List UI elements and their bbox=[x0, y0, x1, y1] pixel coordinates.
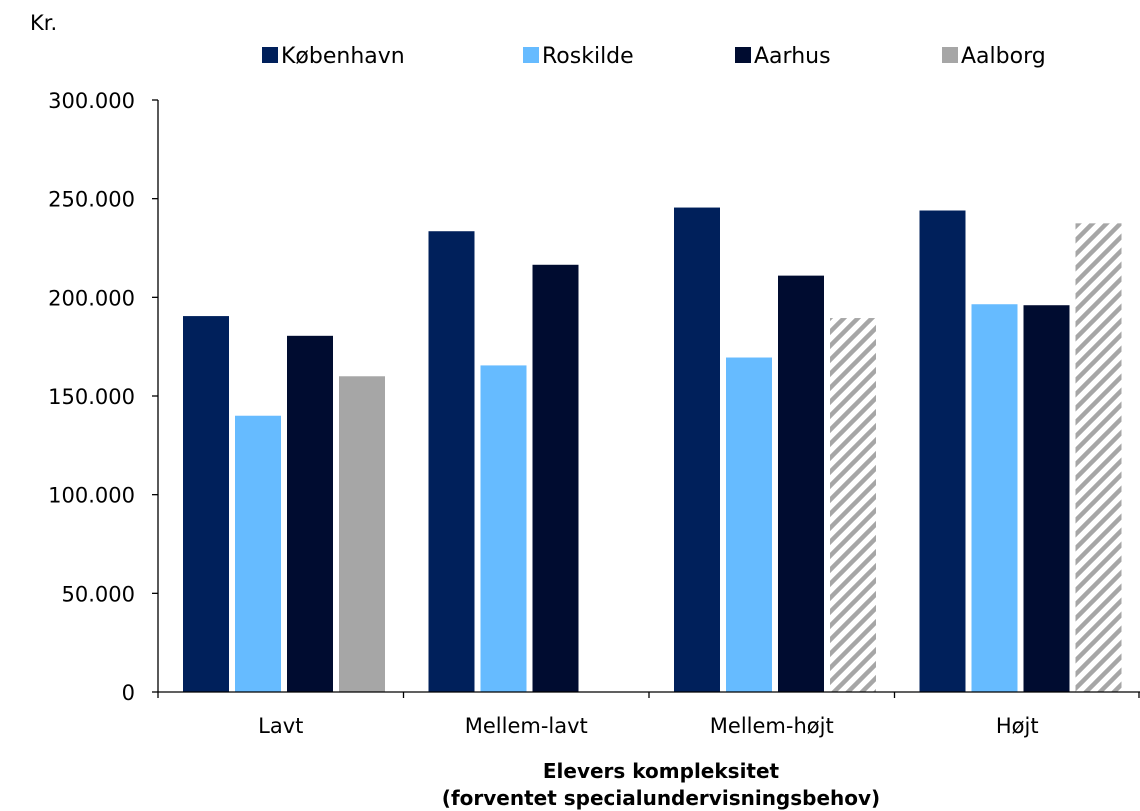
legend-swatch bbox=[735, 47, 751, 63]
x-axis-title-line-1: Elevers kompleksitet bbox=[543, 759, 780, 783]
x-tick-label: Højt bbox=[996, 714, 1039, 738]
x-tick-label: Mellem-lavt bbox=[465, 714, 588, 738]
y-tick-label: 300.000 bbox=[48, 89, 135, 113]
bar bbox=[480, 365, 527, 692]
bar bbox=[1075, 223, 1122, 693]
bar bbox=[339, 376, 385, 692]
y-unit-label: Kr. bbox=[30, 11, 57, 35]
bar bbox=[532, 264, 579, 692]
legend: København Roskilde Aarhus Aalborg bbox=[262, 44, 1046, 69]
x-axis: Lavt Mellem-lavt Mellem-højt Højt bbox=[157, 691, 1140, 738]
legend-swatch bbox=[942, 47, 958, 63]
bar bbox=[674, 207, 720, 692]
legend-label: Aarhus bbox=[754, 44, 831, 69]
y-tick-label: 50.000 bbox=[62, 582, 135, 606]
y-tick-label: 250.000 bbox=[48, 188, 135, 212]
bar bbox=[919, 210, 966, 693]
y-tick-label: 100.000 bbox=[48, 484, 135, 508]
bar bbox=[1023, 305, 1070, 692]
bar bbox=[778, 275, 824, 692]
legend-label: Aalborg bbox=[961, 44, 1046, 69]
x-tick-label: Mellem-højt bbox=[710, 714, 834, 738]
y-tick-label: 0 bbox=[122, 681, 135, 705]
bar bbox=[971, 304, 1018, 692]
bar bbox=[235, 415, 281, 692]
bar bbox=[830, 318, 876, 692]
y-tick-label: 200.000 bbox=[48, 286, 135, 310]
legend-label: Roskilde bbox=[542, 44, 634, 69]
legend-swatch bbox=[523, 47, 539, 63]
x-axis-title-line-2: (forventet specialundervisningsbehov) bbox=[442, 786, 880, 810]
x-tick-label: Lavt bbox=[258, 714, 303, 738]
bar bbox=[428, 231, 475, 692]
legend-swatch bbox=[262, 47, 278, 63]
legend-label: København bbox=[281, 44, 405, 69]
bars bbox=[183, 207, 1122, 693]
y-tick-label: 150.000 bbox=[48, 385, 135, 409]
bar bbox=[726, 357, 772, 692]
bar bbox=[183, 316, 229, 692]
bar bbox=[287, 335, 333, 692]
y-axis: 0 50.000 100.000 150.000 200.000 250.000 300.0… bbox=[48, 89, 159, 705]
